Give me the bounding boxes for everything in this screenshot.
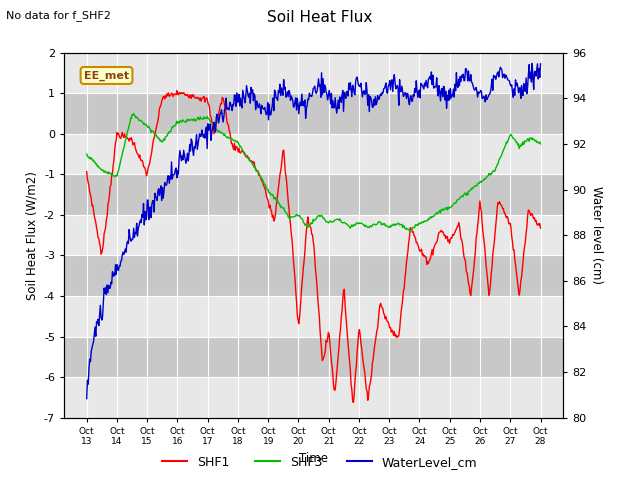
Bar <box>64 134 563 174</box>
Text: No data for f_SHF2: No data for f_SHF2 <box>6 10 111 21</box>
Bar <box>64 296 563 336</box>
Bar <box>64 93 563 134</box>
Legend: SHF1, SHF3, WaterLevel_cm: SHF1, SHF3, WaterLevel_cm <box>157 451 483 474</box>
Bar <box>64 336 563 377</box>
Bar <box>64 53 563 93</box>
Y-axis label: Soil Heat Flux (W/m2): Soil Heat Flux (W/m2) <box>26 171 38 300</box>
Bar <box>64 255 563 296</box>
X-axis label: Time: Time <box>299 452 328 465</box>
Text: Soil Heat Flux: Soil Heat Flux <box>268 10 372 24</box>
Text: EE_met: EE_met <box>84 71 129 81</box>
Bar <box>64 215 563 255</box>
Y-axis label: Water level (cm): Water level (cm) <box>590 186 603 284</box>
Bar <box>64 174 563 215</box>
Bar <box>64 377 563 418</box>
